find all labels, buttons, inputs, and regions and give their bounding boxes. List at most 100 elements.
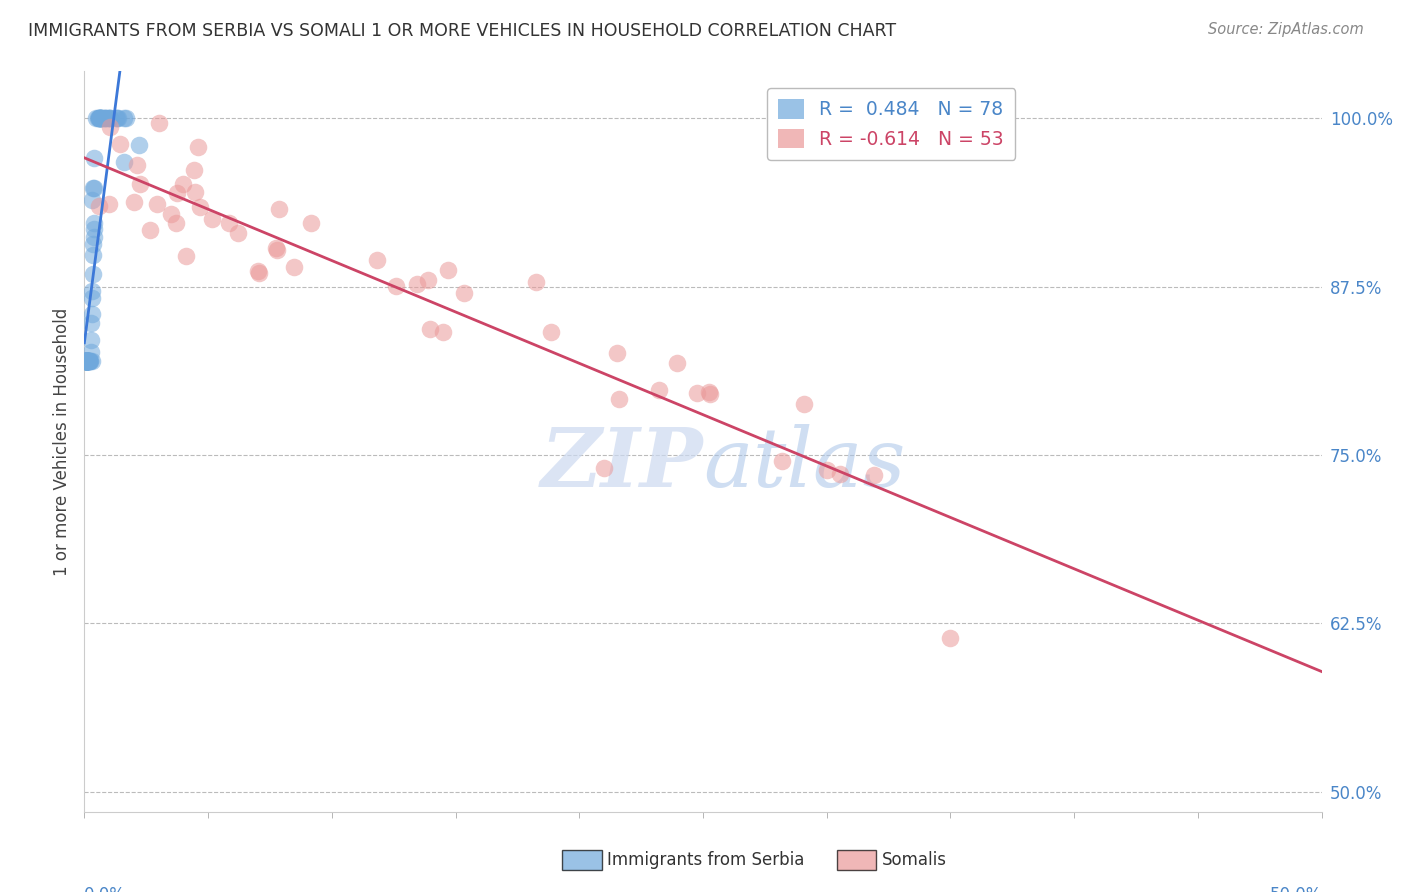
Point (174, 249, 197, 263)
Point (98, 112, 121, 126)
Point (86, 112, 108, 126)
Point (283, 260, 305, 274)
Point (266, 243, 288, 257)
Point (77, 353, 100, 368)
Point (437, 263, 460, 277)
Point (87, 199, 110, 213)
Point (432, 325, 454, 339)
Point (80, 353, 103, 368)
Point (82, 181, 104, 195)
Point (75, 353, 97, 368)
Text: Somalis: Somalis (882, 851, 946, 869)
Point (592, 461, 614, 475)
Point (76, 353, 98, 368)
Point (98, 112, 121, 126)
Point (82, 291, 104, 305)
Point (79, 353, 101, 368)
Point (93, 112, 115, 126)
Point (97, 112, 120, 126)
Point (366, 252, 388, 267)
Point (247, 264, 270, 278)
Point (75, 353, 97, 368)
Point (90, 112, 112, 126)
Point (128, 138, 150, 153)
Point (105, 112, 128, 126)
Point (83, 216, 105, 230)
Legend: R =  0.484   N = 78, R = -0.614   N = 53: R = 0.484 N = 78, R = -0.614 N = 53 (766, 88, 1015, 160)
Point (606, 346, 628, 360)
Point (139, 223, 162, 237)
Point (201, 211, 224, 226)
Point (80, 316, 103, 330)
Point (165, 216, 187, 230)
Point (79, 353, 101, 368)
Point (89, 112, 111, 126)
Point (84, 112, 107, 126)
Point (76, 353, 98, 368)
Point (828, 467, 851, 481)
Point (75, 353, 97, 368)
Point (76, 353, 98, 368)
Point (76, 353, 98, 368)
Point (160, 207, 183, 221)
Point (172, 177, 194, 191)
Point (187, 140, 209, 154)
Point (129, 177, 152, 191)
Point (184, 186, 207, 200)
Point (89, 112, 111, 126)
Point (770, 454, 793, 468)
Point (127, 158, 149, 172)
Point (94, 112, 117, 126)
Point (75, 353, 97, 368)
Point (75, 353, 97, 368)
Point (90, 112, 112, 126)
Text: 0.0%: 0.0% (84, 886, 127, 892)
Point (82, 267, 104, 281)
Point (166, 186, 188, 201)
Point (385, 279, 408, 293)
Point (83, 221, 105, 235)
Point (87, 112, 110, 126)
Point (76, 353, 98, 368)
Point (82, 194, 104, 208)
Point (75, 353, 97, 368)
Point (115, 112, 138, 126)
Point (93, 112, 115, 126)
Point (89, 112, 111, 126)
Point (75, 353, 97, 368)
Point (77, 353, 100, 368)
Text: Immigrants from Serbia: Immigrants from Serbia (607, 851, 804, 869)
Point (75, 353, 97, 368)
Point (699, 387, 721, 401)
Point (76, 353, 98, 368)
Point (405, 277, 427, 291)
Point (112, 154, 135, 169)
Point (87, 112, 110, 126)
Point (107, 112, 129, 126)
Text: Source: ZipAtlas.com: Source: ZipAtlas.com (1208, 22, 1364, 37)
Point (524, 276, 547, 290)
Point (269, 202, 291, 217)
Point (77, 353, 100, 368)
Point (76, 353, 98, 368)
Point (76, 353, 98, 368)
Point (76, 353, 98, 368)
Point (79, 333, 101, 347)
Point (863, 467, 886, 482)
Point (76, 353, 98, 368)
Point (80, 284, 103, 298)
Point (75, 353, 97, 368)
Point (815, 463, 838, 477)
Y-axis label: 1 or more Vehicles in Household: 1 or more Vehicles in Household (53, 308, 72, 575)
Point (98, 120, 121, 134)
Point (122, 195, 145, 210)
Point (299, 216, 322, 230)
Text: IMMIGRANTS FROM SERBIA VS SOMALI 1 OR MORE VEHICLES IN HOUSEHOLD CORRELATION CHA: IMMIGRANTS FROM SERBIA VS SOMALI 1 OR MO… (28, 22, 896, 40)
Point (75, 353, 97, 368)
Point (247, 267, 270, 281)
Point (666, 355, 689, 369)
Point (82, 248, 104, 262)
Point (648, 383, 671, 397)
Text: 50.0%: 50.0% (1270, 886, 1322, 892)
Point (218, 216, 240, 230)
